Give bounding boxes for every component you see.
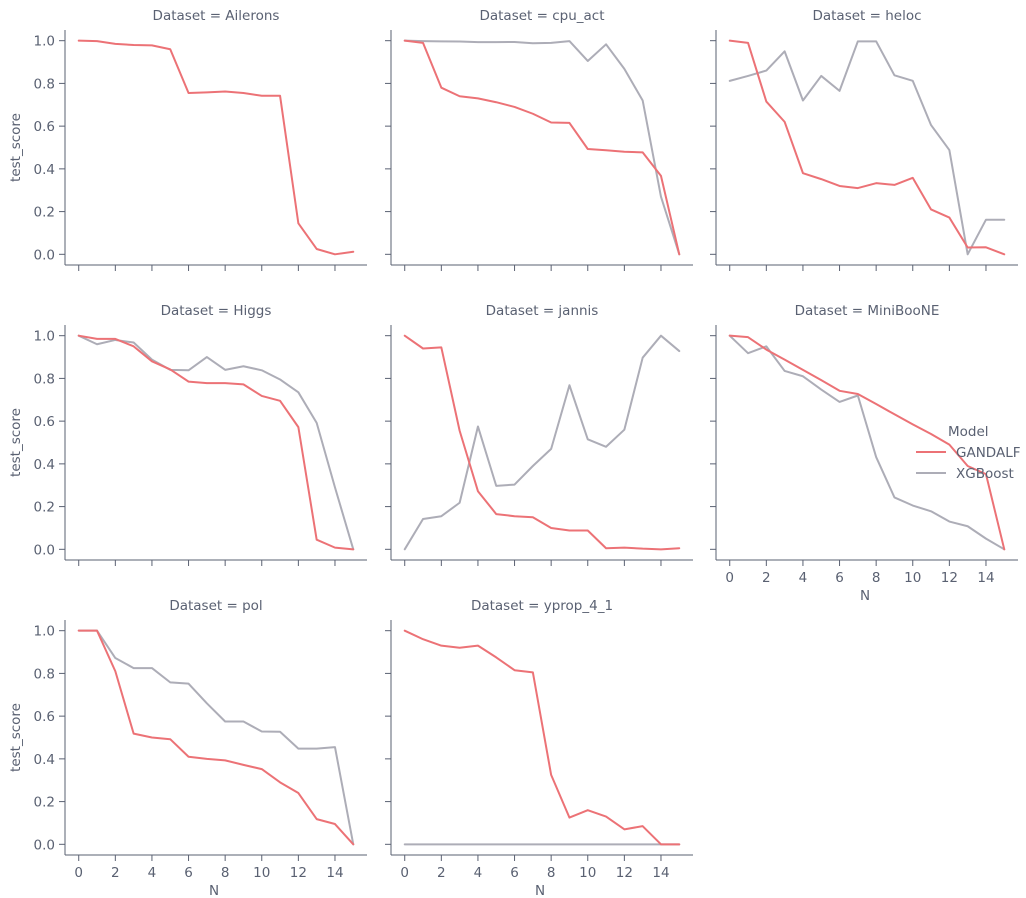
x-axis-label: N [535, 883, 545, 898]
x-tick-label: 2 [437, 865, 446, 881]
legend: Model GANDALF XGBoost [916, 424, 1020, 482]
y-tick-label: 1.0 [34, 34, 55, 50]
y-tick-label: 0.8 [34, 666, 55, 682]
series-line-xgboost [728, 334, 1006, 551]
x-tick-label: 0 [74, 865, 83, 881]
y-tick-label: 1.0 [34, 329, 55, 345]
x-tick-label: 10 [253, 865, 270, 881]
y-axis-label: test_score [8, 408, 24, 477]
y-tick-label: 1.0 [34, 624, 55, 640]
x-tick-label: 4 [148, 865, 157, 881]
x-tick-label: 14 [977, 570, 994, 586]
series-line-gandalf [77, 39, 355, 256]
y-tick-label: 0.2 [34, 205, 55, 221]
series-line-gandalf [77, 629, 355, 846]
y-tick-label: 0.2 [34, 795, 55, 811]
x-tick-label: 2 [111, 865, 120, 881]
x-tick-label: 0 [400, 865, 409, 881]
panel-title: Dataset = pol [169, 598, 262, 614]
series-line-gandalf [728, 334, 1006, 551]
x-tick-label: 0 [725, 570, 734, 586]
panel-title: Dataset = heloc [812, 8, 921, 24]
x-tick-label: 6 [835, 570, 844, 586]
y-tick-label: 0.4 [34, 457, 55, 473]
x-tick-label: 14 [326, 865, 343, 881]
x-tick-label: 8 [221, 865, 230, 881]
series-line-gandalf [403, 39, 681, 256]
series-line-xgboost [728, 40, 1006, 256]
y-tick-label: 0.4 [34, 752, 55, 768]
legend-label-xgboost: XGBoost [956, 466, 1014, 482]
x-tick-label: 6 [510, 865, 519, 881]
x-tick-label: 14 [652, 865, 669, 881]
x-axis-label: N [860, 588, 870, 604]
y-tick-label: 0.8 [34, 371, 55, 387]
x-tick-label: 12 [941, 570, 958, 586]
y-tick-label: 0.0 [34, 247, 55, 263]
panel-jannis: Dataset = jannis [385, 303, 693, 566]
x-tick-label: 8 [872, 570, 881, 586]
panel-ailerons: Dataset = Ailerons 0.0 0.2 0.4 0.6 0.8 1.0 test… [8, 8, 367, 271]
y-tick-label: 0.0 [34, 542, 55, 558]
x-axis-label: N [209, 883, 219, 898]
legend-title: Model [948, 424, 989, 440]
x-tick-label: 4 [474, 865, 483, 881]
panel-pol: Dataset = pol 0.0 0.2 0.4 0.6 0.8 1.0 0 2 4 6 8 10 12… [8, 598, 367, 898]
panel-miniboone: Dataset = MiniBooNE 0 2 4 6 8 10 12 14 N [710, 303, 1018, 604]
x-tick-label: 2 [762, 570, 771, 586]
panel-title: Dataset = Ailerons [153, 8, 280, 24]
legend-label-gandalf: GANDALF [956, 445, 1020, 461]
panel-title: Dataset = jannis [486, 303, 599, 319]
panel-title: Dataset = Higgs [161, 303, 272, 319]
x-tick-label: 10 [904, 570, 921, 586]
x-tick-label: 4 [799, 570, 808, 586]
panel-heloc: Dataset = heloc [710, 8, 1018, 271]
y-axis-label: test_score [8, 703, 24, 772]
y-tick-label: 0.2 [34, 500, 55, 516]
panel-title: Dataset = yprop_4_1 [471, 598, 613, 614]
panel-title: Dataset = MiniBooNE [795, 303, 940, 319]
panel-cpu-act: Dataset = cpu_act [385, 8, 693, 271]
facet-panels: Dataset = Ailerons 0.0 0.2 0.4 0.6 0.8 1.0 test… [8, 8, 1018, 898]
series-line-gandalf [77, 334, 355, 551]
panel-title: Dataset = cpu_act [479, 8, 604, 24]
panel-yprop-4-1: Dataset = yprop_4_1 0 2 4 6 8 10 12 14 N [385, 598, 693, 898]
y-tick-label: 0.0 [34, 837, 55, 853]
y-tick-label: 0.6 [34, 119, 55, 135]
series-line-gandalf [728, 39, 1006, 256]
series-line-gandalf [403, 629, 681, 846]
y-tick-label: 0.8 [34, 76, 55, 92]
series-line-xgboost [77, 334, 355, 551]
series-line-xgboost [77, 629, 355, 846]
series-line-gandalf [403, 334, 681, 551]
y-tick-label: 0.4 [34, 162, 55, 178]
x-tick-label: 10 [579, 865, 596, 881]
panel-higgs: Dataset = Higgs 0.0 0.2 0.4 0.6 0.8 1.0 test_sc… [8, 303, 367, 566]
y-tick-label: 0.6 [34, 709, 55, 725]
x-tick-label: 12 [616, 865, 633, 881]
series-line-xgboost [403, 334, 681, 551]
x-tick-label: 8 [547, 865, 556, 881]
series-line-xgboost [403, 39, 681, 256]
y-axis-label: test_score [8, 113, 24, 182]
x-tick-label: 6 [184, 865, 193, 881]
x-tick-label: 12 [290, 865, 307, 881]
y-tick-label: 0.6 [34, 414, 55, 430]
